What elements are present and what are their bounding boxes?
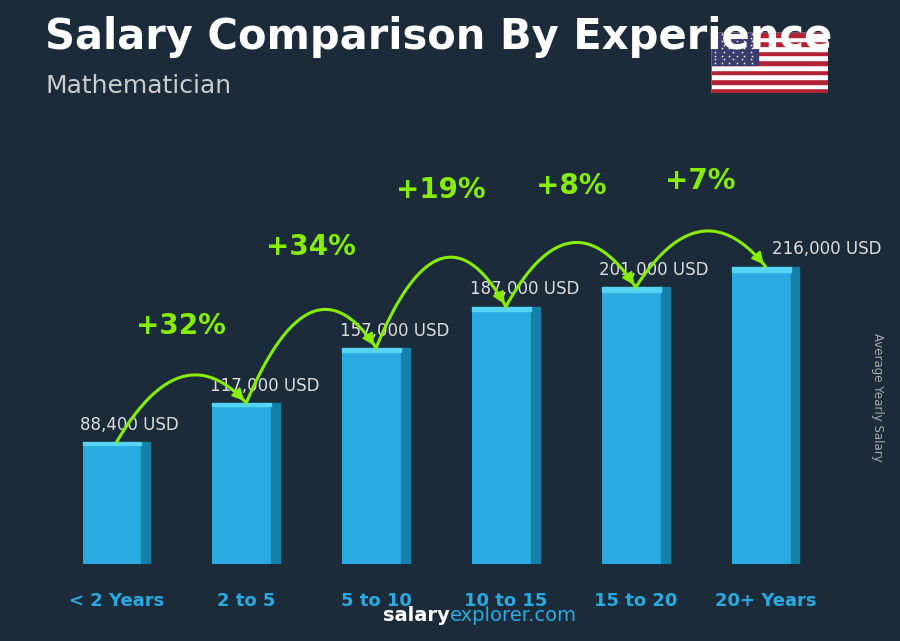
Text: 201,000 USD: 201,000 USD bbox=[599, 261, 709, 279]
Text: 20+ Years: 20+ Years bbox=[715, 592, 816, 610]
Bar bbox=[732, 267, 799, 564]
Bar bbox=[711, 51, 828, 56]
Bar bbox=[711, 74, 828, 79]
Bar bbox=[271, 403, 280, 564]
Bar bbox=[711, 56, 828, 60]
Bar bbox=[732, 267, 790, 272]
Text: 2 to 5: 2 to 5 bbox=[217, 592, 275, 610]
Text: salary: salary bbox=[383, 606, 450, 625]
Text: Mathematician: Mathematician bbox=[45, 74, 231, 97]
Text: 157,000 USD: 157,000 USD bbox=[339, 322, 449, 340]
Bar bbox=[342, 348, 410, 564]
Text: 88,400 USD: 88,400 USD bbox=[80, 416, 179, 434]
Bar bbox=[711, 79, 828, 83]
Bar bbox=[711, 60, 828, 65]
Bar bbox=[83, 442, 150, 564]
Bar bbox=[711, 32, 828, 37]
Bar bbox=[602, 287, 670, 564]
Bar bbox=[212, 403, 280, 564]
Bar bbox=[711, 37, 828, 42]
Bar bbox=[141, 442, 150, 564]
Bar bbox=[531, 306, 540, 564]
Text: Salary Comparison By Experience: Salary Comparison By Experience bbox=[45, 16, 832, 58]
Text: +32%: +32% bbox=[137, 312, 226, 340]
Text: 10 to 15: 10 to 15 bbox=[464, 592, 547, 610]
Text: Average Yearly Salary: Average Yearly Salary bbox=[871, 333, 884, 462]
Bar bbox=[711, 88, 828, 93]
Bar bbox=[790, 267, 799, 564]
Text: explorer.com: explorer.com bbox=[450, 606, 577, 625]
Text: 117,000 USD: 117,000 USD bbox=[210, 377, 320, 395]
Bar bbox=[711, 42, 828, 46]
Bar bbox=[472, 306, 531, 312]
Text: +8%: +8% bbox=[536, 172, 606, 200]
Bar bbox=[212, 403, 271, 406]
Bar bbox=[711, 83, 828, 88]
Text: 187,000 USD: 187,000 USD bbox=[470, 280, 579, 298]
Bar bbox=[711, 69, 828, 74]
Bar bbox=[711, 46, 828, 51]
Text: 216,000 USD: 216,000 USD bbox=[772, 240, 882, 258]
Bar bbox=[472, 306, 540, 564]
Text: 15 to 20: 15 to 20 bbox=[594, 592, 678, 610]
Bar bbox=[401, 348, 410, 564]
Text: +19%: +19% bbox=[396, 176, 486, 204]
Bar bbox=[342, 348, 401, 352]
Text: +7%: +7% bbox=[665, 167, 736, 196]
Bar bbox=[711, 32, 758, 65]
Bar bbox=[83, 442, 141, 445]
Bar bbox=[602, 287, 661, 292]
Text: < 2 Years: < 2 Years bbox=[68, 592, 164, 610]
Bar bbox=[711, 65, 828, 69]
Text: 5 to 10: 5 to 10 bbox=[340, 592, 411, 610]
Text: +34%: +34% bbox=[266, 233, 356, 261]
Bar bbox=[661, 287, 670, 564]
